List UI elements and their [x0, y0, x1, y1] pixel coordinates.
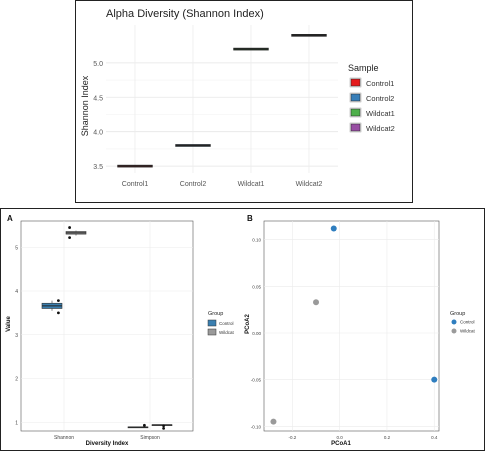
- b-x-tick-label: 0.0: [337, 435, 344, 440]
- legend-swatch-wildcat1: [350, 108, 361, 117]
- a-data-point: [162, 426, 166, 430]
- b-y-tick-label: 0.05: [252, 284, 261, 289]
- b-point-wildcat: [313, 299, 320, 306]
- x-tick-label: Wildcat1: [238, 181, 265, 188]
- b-x-tick-label: 0.2: [384, 435, 391, 440]
- grid: 3.5 4.0 4.5 5.0: [93, 25, 338, 173]
- a-data-point: [162, 424, 166, 428]
- b-plot-marks: [270, 225, 438, 425]
- plot-marks: Control1 Control2 Wildcat1 Wildcat2: [117, 34, 327, 188]
- a-y-tick-label: 4: [15, 289, 18, 295]
- a-legend: Control Wildcat: [207, 319, 235, 336]
- b-point-control: [431, 376, 438, 383]
- b-y-axis-label: PCoA2: [245, 314, 251, 334]
- b-point-control: [330, 225, 337, 232]
- b-legend: Control Wildcat: [451, 319, 476, 334]
- a-data-point: [68, 236, 71, 240]
- composite-figure: A B Diversity Index Value Group PCoA1 PC…: [0, 208, 485, 451]
- y-tick-label: 4.5: [93, 95, 103, 102]
- b-x-tick-label: -0.2: [288, 435, 296, 440]
- b-legend-label: Wildcat: [460, 329, 476, 334]
- a-y-tick-label: 5: [15, 245, 18, 251]
- b-legend-marker-control: [451, 319, 457, 325]
- x-tick-label: Control1: [122, 181, 149, 188]
- b-point-wildcat: [270, 418, 277, 425]
- b-y-tick-label: -0.10: [251, 424, 262, 429]
- b-plot-area: [263, 220, 440, 432]
- legend-label: Control2: [366, 94, 394, 103]
- legend-swatch-control1: [350, 78, 361, 87]
- b-y-tick-label: -0.05: [251, 378, 262, 383]
- legend-label: Wildcat1: [366, 109, 395, 118]
- y-tick-label: 5.0: [93, 61, 103, 68]
- a-data-point: [57, 299, 60, 303]
- y-tick-label: 3.5: [93, 164, 103, 171]
- panel-a-label: A: [7, 214, 13, 223]
- a-plot-area: [20, 220, 194, 432]
- b-y-tick-label: 0.10: [252, 238, 261, 243]
- a-x-tick-label: Shannon: [54, 435, 74, 441]
- legend-swatch-control2: [350, 93, 361, 102]
- a-grid: 1 2 3 4 5 Shannon Simpson: [15, 220, 194, 441]
- b-x-tick-label: 0.4: [431, 435, 438, 440]
- a-data-point: [68, 226, 71, 229]
- b-grid: -0.10 -0.05 0.00 0.05 0.10 -0.2 0.0 0.2 0.4: [251, 220, 440, 440]
- a-legend-label: Wildcat: [219, 330, 235, 335]
- a-data-point: [143, 423, 146, 427]
- legend-swatch-wildcat2: [350, 123, 361, 132]
- shannon-chart-svg: Alpha Diversity (Shannon Index) Shannon …: [80, 8, 395, 188]
- composite-figure-svg: A B Diversity Index Value Group PCoA1 PC…: [6, 214, 476, 447]
- a-y-axis-label: Value: [6, 316, 12, 332]
- a-y-tick-label: 3: [15, 333, 18, 339]
- y-tick-label: 4.0: [93, 130, 103, 137]
- a-x-tick-label: Simpson: [140, 435, 160, 441]
- a-legend-label: Control: [219, 321, 234, 326]
- shannon-index-chart: Alpha Diversity (Shannon Index) Shannon …: [75, 0, 413, 203]
- legend: Control1 Control2 Wildcat1 Wildcat2: [349, 77, 395, 133]
- b-y-tick-label: 0.00: [252, 331, 261, 336]
- legend-label: Control1: [366, 79, 394, 88]
- a-legend-swatch-control: [207, 319, 217, 327]
- b-x-axis-label: PCoA1: [331, 441, 351, 447]
- chart-title: Alpha Diversity (Shannon Index): [106, 8, 264, 20]
- a-legend-title: Group: [208, 311, 223, 317]
- y-axis-label: Shannon Index: [80, 75, 90, 136]
- a-legend-swatch-wildcat: [207, 328, 217, 336]
- x-tick-label: Wildcat2: [296, 181, 323, 188]
- a-data-point: [57, 311, 60, 315]
- b-legend-title: Group: [450, 311, 465, 317]
- x-tick-label: Control2: [180, 181, 207, 188]
- a-y-tick-label: 2: [15, 377, 18, 383]
- b-legend-marker-wildcat: [451, 328, 457, 334]
- b-legend-label: Control: [460, 320, 475, 325]
- a-plot-marks: [41, 226, 173, 430]
- legend-label: Wildcat2: [366, 124, 395, 133]
- legend-title: Sample: [348, 63, 379, 73]
- a-y-tick-label: 1: [15, 420, 18, 426]
- a-x-axis-label: Diversity Index: [86, 441, 129, 447]
- panel-b-label: B: [247, 214, 253, 223]
